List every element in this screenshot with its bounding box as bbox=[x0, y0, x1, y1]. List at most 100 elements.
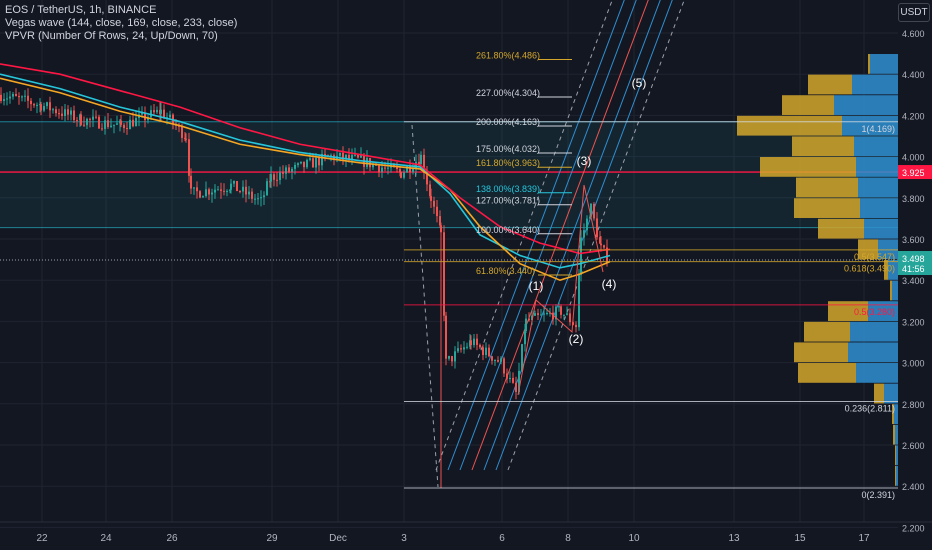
candle-body bbox=[205, 189, 207, 197]
candle-body bbox=[208, 189, 210, 195]
candle-body bbox=[6, 98, 8, 100]
price-axis[interactable]: 4.600 4.400 4.200 4.000 3.800 3.600 3.400 3.200… bbox=[898, 0, 932, 550]
candle-body bbox=[549, 312, 551, 314]
candle-body bbox=[229, 189, 231, 191]
candle-body bbox=[193, 187, 195, 189]
volume-bar-down bbox=[895, 445, 896, 466]
candle-body bbox=[387, 167, 389, 169]
candle-body bbox=[92, 116, 94, 120]
legend: EOS / TetherUS, 1h, BINANCE Vegas wave (… bbox=[5, 4, 237, 43]
time-tick-label: 10 bbox=[628, 533, 640, 544]
price-tick-label: 2.600 bbox=[902, 441, 925, 451]
candle-body bbox=[95, 116, 97, 118]
candle-body bbox=[150, 110, 152, 118]
candle-body bbox=[566, 313, 568, 315]
candle-body bbox=[315, 157, 317, 168]
volume-bar-up bbox=[852, 74, 898, 95]
candle-body bbox=[433, 200, 435, 207]
candle-body bbox=[454, 351, 456, 362]
candle-body bbox=[528, 318, 530, 321]
candle-body bbox=[89, 118, 91, 120]
candle-body bbox=[223, 190, 225, 192]
candle-body bbox=[242, 186, 244, 192]
candle-body bbox=[188, 139, 190, 176]
candle-body bbox=[600, 243, 602, 246]
candle-body bbox=[420, 154, 422, 165]
candle-body bbox=[126, 128, 128, 130]
candle-body bbox=[58, 113, 60, 115]
candle-body bbox=[73, 110, 75, 121]
candle-body bbox=[503, 358, 505, 374]
candle-body bbox=[440, 225, 442, 233]
candle-body bbox=[160, 109, 162, 114]
volume-bar-down bbox=[895, 466, 896, 486]
candle-body bbox=[123, 124, 125, 129]
candle-body bbox=[512, 378, 514, 383]
candle-body bbox=[378, 165, 380, 172]
time-axis[interactable]: 22 24 26 29 Dec 3 6 8 10 13 15 17 bbox=[0, 521, 932, 544]
candle-body bbox=[36, 104, 38, 106]
volume-bar-up bbox=[850, 321, 898, 342]
volume-bar-up bbox=[848, 342, 898, 363]
symbol-title[interactable]: EOS / TetherUS, 1h, BINANCE bbox=[5, 4, 157, 16]
volume-bar-down bbox=[868, 54, 870, 74]
candle-body bbox=[33, 104, 35, 106]
indicator-vpvr[interactable]: VPVR (Number Of Rows, 24, Up/Down, 70) bbox=[5, 30, 218, 42]
volume-bar-up bbox=[856, 363, 898, 383]
candle-body bbox=[270, 174, 272, 182]
candle-body bbox=[500, 358, 502, 362]
fib-ext-label: 61.80%(3.440) bbox=[476, 266, 535, 276]
candle-body bbox=[569, 313, 571, 323]
candle-body bbox=[357, 154, 359, 158]
candle-body bbox=[439, 216, 441, 226]
candle-body bbox=[348, 154, 350, 160]
candle-body bbox=[98, 116, 100, 129]
volume-bar-down bbox=[884, 260, 888, 280]
marked-price-label: 3.925 bbox=[902, 168, 925, 178]
fib-levels: 261.80%(4.486)227.00%(4.304)200.00%(4.16… bbox=[404, 50, 898, 500]
candle-body bbox=[448, 356, 450, 359]
candle-body bbox=[291, 168, 293, 172]
candle-body bbox=[104, 120, 106, 129]
candle-body bbox=[24, 95, 26, 97]
fib-ext-label: 100.00%(3.640) bbox=[476, 225, 540, 235]
volume-bar-up bbox=[884, 383, 898, 404]
currency-button[interactable]: USDT bbox=[898, 3, 930, 22]
candle-body bbox=[30, 100, 32, 105]
wave-label: (1) bbox=[529, 279, 544, 293]
volume-bar-up bbox=[860, 198, 898, 218]
indicator-vegas[interactable]: Vegas wave (144, close, 169, close, 233,… bbox=[5, 17, 238, 29]
candle-body bbox=[430, 195, 432, 201]
price-tick-label: 2.400 bbox=[902, 482, 925, 492]
volume-bar-down bbox=[892, 404, 894, 424]
candle-body bbox=[580, 237, 582, 274]
volume-bar-up bbox=[892, 280, 898, 301]
candle-body bbox=[555, 306, 557, 320]
candle-body bbox=[220, 189, 222, 191]
candle-body bbox=[185, 138, 187, 140]
volume-bar-down bbox=[794, 342, 848, 363]
candle-body bbox=[211, 192, 213, 195]
volume-bar-down bbox=[818, 218, 864, 239]
candle-body bbox=[107, 120, 109, 127]
candle-body bbox=[83, 124, 85, 126]
volume-bar-up bbox=[896, 466, 898, 486]
candle-body bbox=[524, 330, 526, 345]
candle-body bbox=[282, 172, 284, 174]
candle-body bbox=[199, 191, 201, 198]
candle-body bbox=[470, 340, 472, 346]
volume-bar-down bbox=[804, 321, 850, 342]
candle-body bbox=[491, 356, 493, 361]
candle-body bbox=[294, 164, 296, 169]
candle-body bbox=[460, 348, 462, 350]
candle-body bbox=[40, 104, 42, 111]
fib-ret-label: 0.618(3.490) bbox=[844, 264, 895, 274]
candle-body bbox=[463, 347, 465, 350]
candle-body bbox=[318, 157, 320, 166]
candle-body bbox=[9, 96, 11, 99]
candle-body bbox=[153, 110, 155, 113]
candle-body bbox=[163, 109, 165, 118]
candle-body bbox=[190, 175, 192, 189]
candle-body bbox=[575, 324, 577, 328]
